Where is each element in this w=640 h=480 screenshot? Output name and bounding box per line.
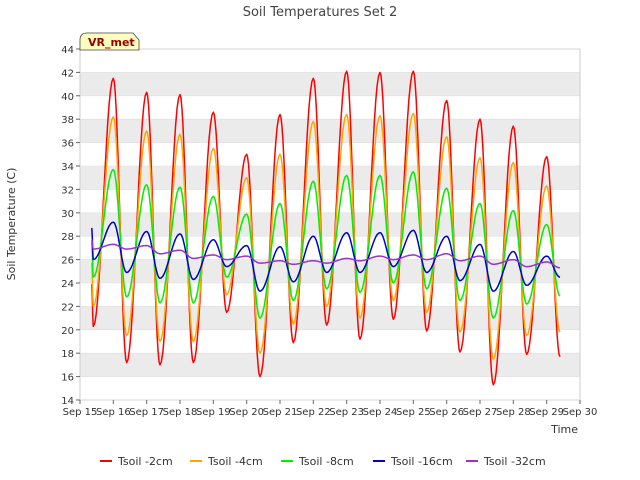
x-tick-label: Sep 24 <box>363 407 398 418</box>
y-tick-label: 18 <box>61 349 74 360</box>
chart-title: Soil Temperatures Set 2 <box>243 5 398 20</box>
series-line <box>91 239 561 269</box>
grid-band <box>80 329 580 354</box>
grid-band <box>80 119 580 143</box>
x-tick-label: Sep 23 <box>329 407 364 418</box>
series-lines <box>90 70 561 386</box>
x-tick-label: Sep 17 <box>129 407 164 418</box>
y-tick-label: 24 <box>61 279 74 290</box>
x-tick-label: Sep 19 <box>196 407 231 418</box>
legend-label: Tsoil -16cm <box>390 455 453 468</box>
y-tick-label: 30 <box>61 209 74 220</box>
x-axis-label: Time <box>550 423 578 436</box>
y-axis-label: Soil Temperature (C) <box>5 168 18 281</box>
legend-label: Tsoil -32cm <box>483 455 546 468</box>
series-line <box>90 168 561 319</box>
legend-label: Tsoil -8cm <box>298 455 354 468</box>
y-tick-label: 42 <box>61 68 74 79</box>
station-label: VR_met <box>88 36 135 49</box>
grid-band <box>80 353 580 377</box>
x-tick-label: Sep 16 <box>96 407 131 418</box>
y-tick-label: 22 <box>61 302 74 313</box>
y-tick-label: 16 <box>61 373 74 384</box>
y-tick-label: 26 <box>61 256 74 267</box>
grid-band <box>80 49 580 73</box>
series-line <box>90 112 561 360</box>
legend: Tsoil -2cm Tsoil -4cm Tsoil -8cm Tsoil -16c… <box>100 455 546 468</box>
legend-label: Tsoil -4cm <box>207 455 263 468</box>
y-tick-label: 36 <box>61 139 74 150</box>
grid-band <box>80 142 580 166</box>
station-annotation: VR_met <box>79 32 140 51</box>
series-line <box>90 221 561 292</box>
x-tick-label: Sep 27 <box>463 407 498 418</box>
x-tick-label: Sep 25 <box>396 407 431 418</box>
x-tick-label: Sep 28 <box>496 407 531 418</box>
x-tick-label: Sep 21 <box>263 407 298 418</box>
y-tick-label: 20 <box>61 326 74 337</box>
x-tick-label: Sep 20 <box>229 407 264 418</box>
y-tick-label: 14 <box>61 396 74 407</box>
x-tick-label: Sep 29 <box>529 407 564 418</box>
y-tick-label: 40 <box>61 92 74 103</box>
grid-band <box>80 166 580 190</box>
grid-band <box>80 72 580 96</box>
y-tick-label: 44 <box>61 45 74 56</box>
y-axis-ticks: 14 16 18 20 22 24 26 28 30 32 34 36 38 40 42 44 <box>61 45 80 407</box>
x-tick-label: Sep 15 <box>63 407 98 418</box>
y-tick-label: 28 <box>61 232 74 243</box>
x-tick-label: Sep 26 <box>429 407 464 418</box>
grid-band <box>80 306 580 330</box>
x-tick-label: Sep 18 <box>163 407 198 418</box>
y-tick-label: 38 <box>61 115 74 126</box>
y-tick-label: 32 <box>61 185 74 196</box>
x-tick-label: Sep 30 <box>563 407 598 418</box>
grid-band <box>80 376 580 400</box>
grid-band <box>80 95 580 120</box>
y-tick-label: 34 <box>61 162 74 173</box>
legend-label: Tsoil -2cm <box>117 455 173 468</box>
x-tick-label: Sep 22 <box>296 407 331 418</box>
